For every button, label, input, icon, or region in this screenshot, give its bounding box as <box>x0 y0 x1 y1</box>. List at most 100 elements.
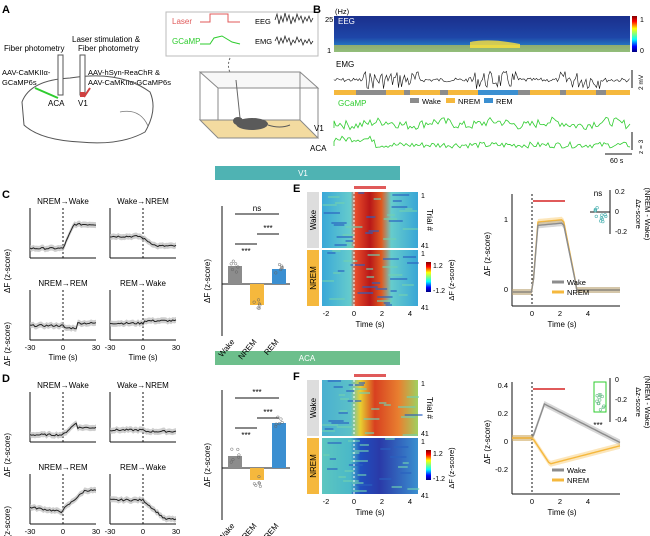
lp-nrem-band <box>512 435 620 467</box>
gcamp-trace <box>200 35 241 45</box>
heatmap-speckle <box>377 296 393 298</box>
bar-wake <box>228 266 242 284</box>
heatmap-speckle <box>373 198 381 200</box>
lp-nrem-trace <box>512 437 621 465</box>
lp-ytick-0: 0.4 <box>498 381 508 390</box>
heatmap-speckle <box>401 416 416 418</box>
tr-xtick-0: -30 <box>25 527 36 536</box>
heatmap-speckle <box>375 288 388 290</box>
bar-rem <box>272 423 286 468</box>
inset-dot <box>593 209 597 213</box>
transition-title-1: Wake→NREM <box>117 381 169 390</box>
heatmap-speckle <box>390 290 397 292</box>
bar-dot <box>257 481 261 485</box>
lp-laser-bar <box>533 200 565 202</box>
label-hz: (Hz) <box>335 7 350 16</box>
heatmap-wake-label: Wake <box>309 397 318 418</box>
inset-dot <box>595 206 599 210</box>
heatmap-speckle <box>366 216 376 218</box>
heatmap-speckle <box>340 398 350 400</box>
spectrogram-hotspot <box>470 40 520 48</box>
hypnogram-seg-2 <box>386 90 404 95</box>
fiber-aca <box>57 54 64 96</box>
lp-ytick-2: 0 <box>504 437 508 446</box>
mouse-tail <box>267 124 291 128</box>
cb-bot: 0 <box>640 48 644 55</box>
heatmap-speckle <box>357 292 374 294</box>
heatmap-xtick-0: -2 <box>323 309 330 318</box>
heatmap-speckle <box>402 462 409 464</box>
section-label-v1: V1 <box>298 169 308 178</box>
bar-dot <box>229 460 233 464</box>
heatmap-speckle <box>407 488 420 490</box>
heatmap-xlabel: Time (s) <box>355 320 384 329</box>
heatmap-speckle <box>336 426 353 428</box>
heatmap-wake-label: Wake <box>309 209 318 230</box>
heatmap-cb-label: ΔF (z-score) <box>447 259 456 301</box>
hypnogram-seg-9 <box>530 90 560 95</box>
tr-mean-trace-2 <box>29 489 97 514</box>
heatmap-speckle <box>323 454 330 456</box>
tr-xtick-0: -30 <box>25 343 36 352</box>
transition-title-0: NREM→Wake <box>37 381 89 390</box>
heatmap-xtick-1: 0 <box>352 309 356 318</box>
heatmap-speckle <box>338 476 346 478</box>
inset-tick-2: -0.4 <box>615 417 627 424</box>
heatmap-speckle <box>366 276 375 278</box>
label-virus-left-1: AAV-CaMKIIα- <box>2 68 51 77</box>
heatmap-speckle <box>322 204 337 206</box>
lp-xtick-1: 2 <box>558 309 562 318</box>
legend-nrem-swatch <box>446 98 455 103</box>
inset-dot <box>597 393 601 397</box>
tr-ylabel-top: ΔF (z-score) <box>3 249 12 293</box>
heatmap-speckle <box>332 250 341 252</box>
heatmap-speckle <box>327 196 340 198</box>
heatmap-speckle <box>394 446 409 448</box>
inset-label-1: Δz-score <box>634 199 643 229</box>
bar-label-0: Wake <box>217 521 237 536</box>
transition-title-3: REM→Wake <box>120 463 166 472</box>
label-v1-b: V1 <box>314 124 324 133</box>
heatmap-trial-1: 1 <box>421 381 425 388</box>
heatmap-speckle <box>328 420 344 422</box>
lp-xtick-0: 0 <box>530 309 534 318</box>
heatmap-speckle <box>329 298 345 300</box>
tr-ylabel-bottom: ΔF (z-score) <box>3 506 12 536</box>
heatmap-speckle <box>380 448 391 450</box>
bar-dot <box>257 475 261 479</box>
bar-dot <box>234 262 238 266</box>
heatmap-speckle <box>346 390 355 392</box>
heatmap-speckle <box>397 406 416 408</box>
sig-label-0: *** <box>252 388 261 397</box>
eeg-mini-trace <box>274 12 314 25</box>
lp-xtick-2: 4 <box>586 497 590 506</box>
hypnogram-seg-0 <box>334 90 356 95</box>
tr-xtick-4: 0 <box>141 527 145 536</box>
heatmap-laser-bar <box>354 186 386 189</box>
wake-label-bg <box>307 192 319 248</box>
heatmap-speckle <box>388 220 403 222</box>
heatmap-speckle <box>339 410 348 412</box>
heatmap-speckle <box>382 258 399 260</box>
section-bar-v1 <box>215 166 400 180</box>
transition-title-3: REM→Wake <box>120 279 166 288</box>
inset-dot <box>600 217 604 221</box>
bar-dot <box>256 298 261 302</box>
transition-title-2: NREM→REM <box>38 279 88 288</box>
heatmap-speckle <box>327 252 336 254</box>
heatmap-speckle <box>402 256 417 258</box>
heatmap-speckle <box>398 466 408 468</box>
panel-label-a: A <box>2 4 10 16</box>
inset-dot <box>600 213 604 217</box>
inset-dot <box>603 213 607 217</box>
heatmap-speckle <box>365 232 373 234</box>
heatmap-speckle <box>359 444 369 446</box>
heatmap-speckle <box>377 300 392 302</box>
bar-dot <box>280 420 284 425</box>
inset-tick-2: -0.2 <box>615 229 627 236</box>
heatmap-speckle <box>391 206 408 208</box>
heatmap-speckle <box>343 260 358 262</box>
inset-dot <box>596 401 600 406</box>
